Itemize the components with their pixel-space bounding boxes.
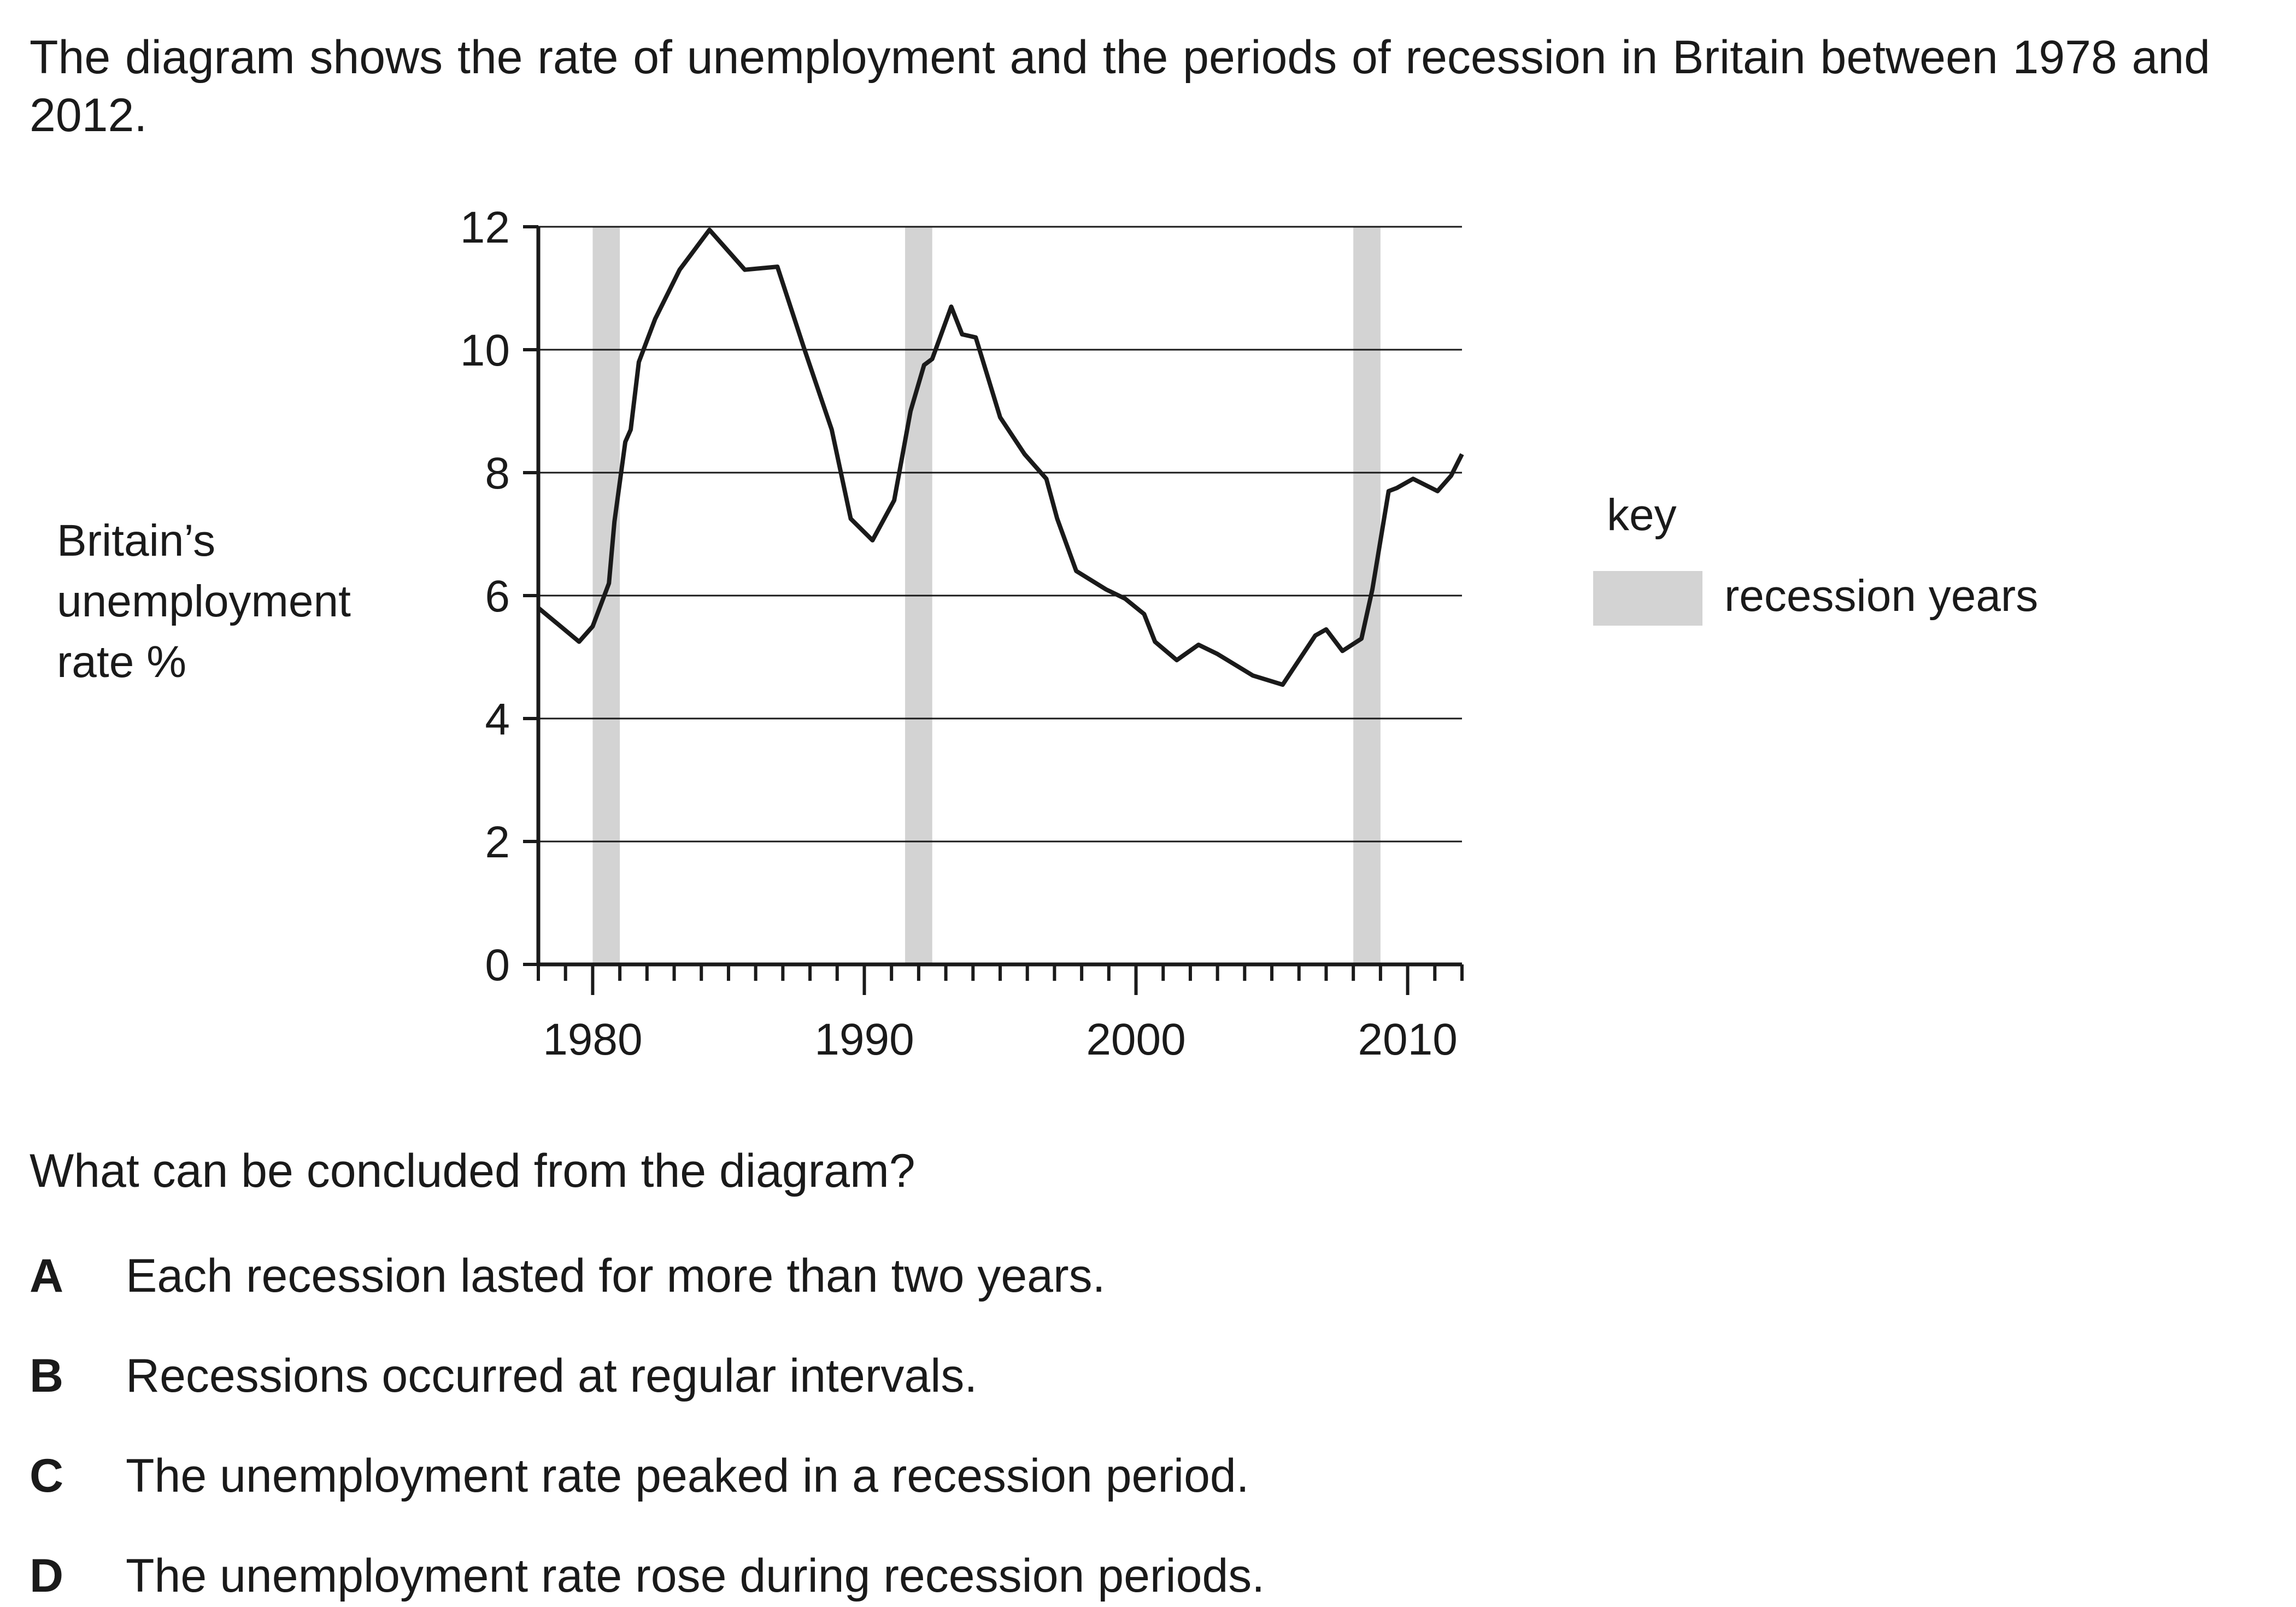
- option-a-letter: A: [30, 1250, 64, 1302]
- y-tick-label-0: 0: [485, 940, 510, 990]
- y-tick-label-10: 10: [460, 326, 510, 375]
- y-tick-label-8: 8: [485, 449, 510, 498]
- y-axis-label-line-1: Britain’s: [57, 516, 215, 566]
- y-axis-label-line-3: rate %: [57, 637, 186, 687]
- option-c-text: The unemployment rate peaked in a recess…: [126, 1450, 1249, 1502]
- y-tick-label-2: 2: [485, 817, 510, 867]
- option-d[interactable]: D The unemployment rate rose during reces…: [30, 1547, 1265, 1605]
- option-d-text: The unemployment rate rose during recess…: [126, 1550, 1265, 1602]
- y-tick-label-4: 4: [485, 694, 510, 744]
- legend-label-recession: recession years: [1724, 571, 2038, 621]
- gridlines: [538, 226, 1462, 843]
- y-tick-label-6: 6: [485, 572, 510, 621]
- legend: key recession years: [1593, 490, 2038, 626]
- option-d-letter: D: [30, 1550, 64, 1602]
- option-c-letter: C: [30, 1450, 64, 1502]
- option-b-letter: B: [30, 1350, 64, 1402]
- x-tick-label-2000: 2000: [1086, 1015, 1185, 1064]
- option-b[interactable]: B Recessions occurred at regular interval…: [30, 1347, 977, 1405]
- x-tick-label-1990: 1990: [814, 1015, 914, 1064]
- x-tick-label-1980: 1980: [543, 1015, 642, 1064]
- tick-labels: 0 2 4 6 8 10 12 1980 1990 2000 2010: [460, 203, 1458, 1064]
- intro-text: The diagram shows the rate of unemployme…: [30, 31, 2210, 142]
- unemployment-line: [537, 227, 1464, 687]
- legend-heading: key: [1607, 490, 1677, 540]
- option-b-text: Recessions occurred at regular intervals…: [126, 1350, 978, 1402]
- option-c[interactable]: C The unemployment rate peaked in a reces…: [30, 1447, 1249, 1505]
- y-axis-label: Britain’s unemployment rate %: [57, 516, 351, 687]
- question-text: What can be concluded from the diagram?: [30, 1145, 915, 1197]
- y-tick-label-12: 12: [460, 203, 510, 252]
- legend-swatch-recession: [1593, 571, 1702, 626]
- ticks: [523, 225, 1464, 995]
- y-axis-label-line-2: unemployment: [57, 576, 351, 626]
- option-a-text: Each recession lasted for more than two …: [126, 1250, 1106, 1302]
- option-a[interactable]: A Each recession lasted for more than two…: [30, 1247, 1106, 1305]
- x-tick-label-2010: 2010: [1358, 1015, 1457, 1064]
